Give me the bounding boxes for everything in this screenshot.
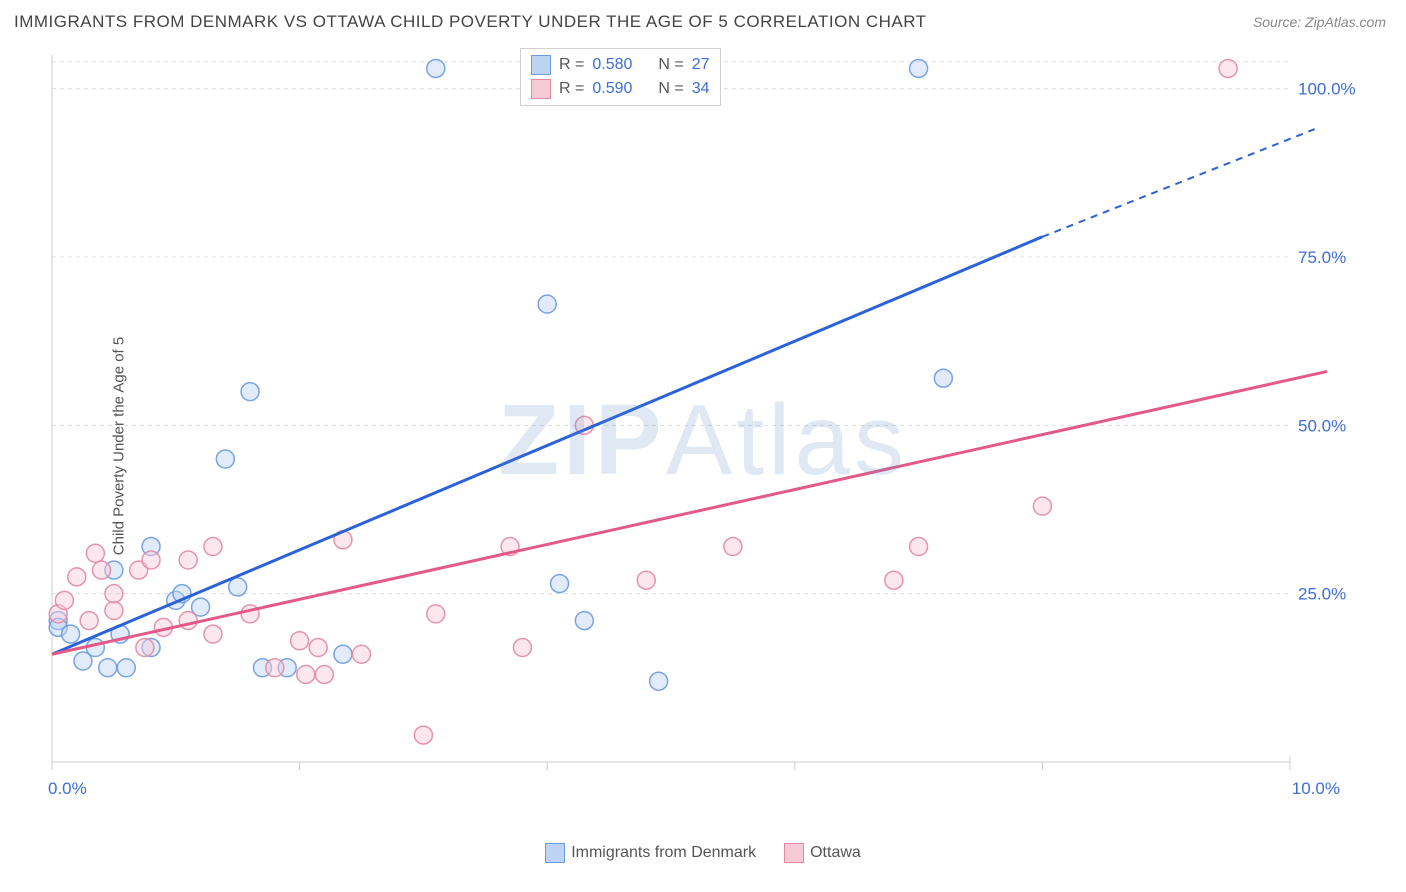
series-name: Ottawa — [810, 844, 861, 862]
source-name: ZipAtlas.com — [1305, 14, 1386, 30]
legend-r-label: R = — [559, 53, 584, 77]
legend-row: R = 0.580 N = 27 — [531, 53, 710, 77]
correlation-legend: R = 0.580 N = 27 R = 0.590 N = 34 — [520, 48, 721, 106]
legend-row: R = 0.590 N = 34 — [531, 77, 710, 101]
chart-title: IMMIGRANTS FROM DENMARK VS OTTAWA CHILD … — [14, 12, 927, 32]
series-swatch — [545, 843, 565, 863]
legend-r-value: 0.590 — [592, 77, 632, 101]
legend-n-label: N = — [658, 77, 683, 101]
series-name: Immigrants from Denmark — [571, 844, 756, 862]
legend-n-label: N = — [658, 53, 683, 77]
legend-n-value: 34 — [692, 77, 710, 101]
source-attribution: Source: ZipAtlas.com — [1253, 14, 1386, 30]
series-legend-item: Immigrants from Denmark — [545, 843, 756, 863]
legend-swatch — [531, 79, 551, 99]
legend-r-value: 0.580 — [592, 53, 632, 77]
svg-text:75.0%: 75.0% — [1298, 248, 1346, 267]
series-legend: Immigrants from Denmark Ottawa — [0, 843, 1406, 868]
svg-text:10.0%: 10.0% — [1292, 779, 1340, 798]
svg-text:0.0%: 0.0% — [48, 779, 87, 798]
plot-svg: 25.0%50.0%75.0%100.0%0.0%10.0% — [50, 50, 1350, 810]
svg-text:25.0%: 25.0% — [1298, 585, 1346, 604]
svg-text:100.0%: 100.0% — [1298, 80, 1356, 99]
svg-text:50.0%: 50.0% — [1298, 416, 1346, 435]
scatter-plot: 25.0%50.0%75.0%100.0%0.0%10.0% — [50, 50, 1350, 810]
legend-swatch — [531, 55, 551, 75]
series-legend-item: Ottawa — [784, 843, 861, 863]
series-swatch — [784, 843, 804, 863]
legend-n-value: 27 — [692, 53, 710, 77]
legend-r-label: R = — [559, 77, 584, 101]
source-prefix: Source: — [1253, 14, 1305, 30]
